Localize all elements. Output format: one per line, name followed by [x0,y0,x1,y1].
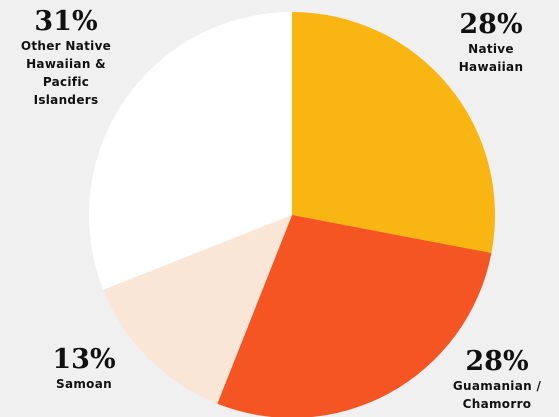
category-label: Other Native Hawaiian & Pacific Islander… [20,39,112,107]
category-label: Samoan [56,377,112,391]
percent-label: 28% [465,346,529,377]
slice-label: 28% Guamanian / Chamorro [427,347,559,413]
slice-label: 28% Native Hawaiian [421,10,559,76]
category-label: Guamanian / Chamorro [452,379,542,411]
pie-slice [292,12,495,254]
percent-label: 31% [34,6,98,37]
pie-slice [89,12,293,290]
pie-slice [103,215,292,404]
slice-label: 13% Samoan [14,345,154,393]
slice-label: 31% Other Native Hawaiian & Pacific Islan… [0,7,136,109]
category-label: Native Hawaiian [458,42,524,74]
percent-label: 13% [52,344,116,375]
pie-slice [217,215,492,417]
percent-label: 28% [459,9,523,40]
